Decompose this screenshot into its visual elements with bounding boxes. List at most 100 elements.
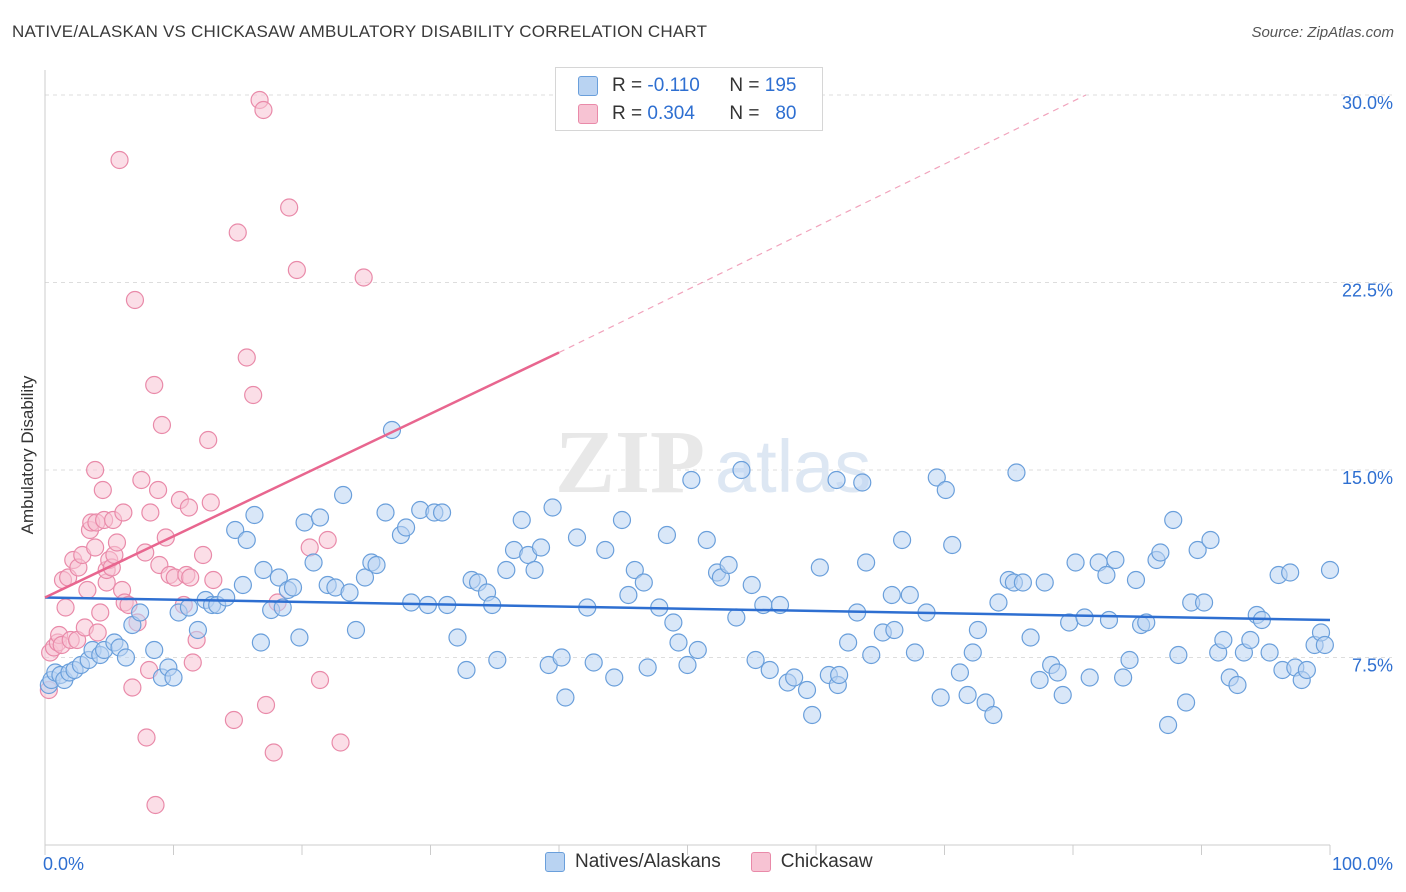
chickasaw-point xyxy=(237,348,256,367)
chickasaw-point xyxy=(88,623,107,642)
chickasaw-point xyxy=(145,375,164,395)
natives-point xyxy=(1297,660,1316,680)
natives-swatch xyxy=(578,76,598,96)
chickasaw-point xyxy=(110,150,129,170)
chickasaw-legend-swatch xyxy=(750,852,771,872)
natives-point xyxy=(682,470,701,490)
natives-point xyxy=(116,648,136,667)
natives-point xyxy=(1281,563,1300,582)
chickasaw-point xyxy=(78,580,97,600)
natives-point xyxy=(885,620,904,640)
chickasaw-point xyxy=(91,603,110,622)
natives-point xyxy=(283,578,303,597)
natives-point xyxy=(927,468,946,487)
natives-point xyxy=(1188,540,1207,560)
natives-point xyxy=(1021,628,1040,647)
natives-point xyxy=(310,508,330,527)
natives-point xyxy=(1048,663,1067,682)
chickasaw-point xyxy=(318,530,337,550)
natives-point xyxy=(943,535,962,555)
chickasaw-point xyxy=(354,268,373,287)
natives-point xyxy=(237,530,256,550)
natives-point xyxy=(1194,593,1214,612)
natives-point xyxy=(1315,635,1334,655)
chickasaw-point xyxy=(86,538,105,557)
natives-point xyxy=(830,665,849,685)
chickasaw-point xyxy=(181,568,200,587)
y-tick-label: 30.0% xyxy=(1342,93,1393,113)
chickasaw-point xyxy=(287,260,306,280)
natives-point xyxy=(497,560,516,580)
y-tick-label: 22.5% xyxy=(1342,281,1393,301)
natives-point xyxy=(732,460,751,480)
natives-point xyxy=(1120,650,1139,670)
natives-point xyxy=(984,705,1003,725)
natives-point xyxy=(1053,685,1072,705)
natives-point xyxy=(355,568,375,587)
natives-point xyxy=(697,530,716,550)
axes xyxy=(44,70,1331,855)
natives-point xyxy=(688,640,707,660)
natives-point xyxy=(295,513,314,532)
natives-point xyxy=(543,498,562,517)
watermark-zip: ZIP xyxy=(555,413,705,512)
chickasaw-point xyxy=(114,503,133,522)
natives-point xyxy=(638,658,657,677)
chickasaw-point xyxy=(183,653,202,672)
chickasaw-trend-line xyxy=(44,351,560,599)
watermark: ZIP atlas xyxy=(555,413,871,512)
x-tick-label: 100.0% xyxy=(1332,854,1393,874)
chickasaw-point xyxy=(56,598,75,617)
natives-point xyxy=(827,470,846,490)
natives-point xyxy=(1007,463,1026,482)
natives-point xyxy=(760,660,779,680)
chickasaw-r-value: 0.304 xyxy=(647,103,695,124)
series-legend: Natives/Alaskans Chickasaw xyxy=(545,851,903,873)
chickasaw-swatch xyxy=(578,104,598,124)
natives-point xyxy=(552,648,571,667)
natives-point xyxy=(605,668,624,687)
legend-item-natives: Natives/Alaskans xyxy=(545,851,721,873)
chickasaw-point xyxy=(280,198,299,217)
natives-point xyxy=(273,598,292,617)
natives-point xyxy=(188,620,208,640)
natives-point xyxy=(567,528,587,547)
natives-point xyxy=(950,663,970,682)
natives-point xyxy=(367,555,386,575)
natives-point xyxy=(936,480,955,500)
y-tick-label: 15.0% xyxy=(1342,468,1393,488)
natives-point xyxy=(862,645,881,665)
chickasaw-point xyxy=(179,498,199,517)
natives-point xyxy=(1201,530,1220,550)
natives-point xyxy=(269,568,288,587)
chickasaw-point xyxy=(300,538,319,557)
natives-point xyxy=(958,685,977,705)
natives-point xyxy=(233,575,252,595)
natives-point xyxy=(340,583,359,602)
natives-point xyxy=(1114,668,1133,687)
chickasaw-point xyxy=(148,480,168,500)
chickasaw-n-value: 80 xyxy=(775,103,797,124)
natives-point xyxy=(1126,570,1146,590)
natives-point xyxy=(1241,630,1260,650)
natives-point xyxy=(1137,613,1156,632)
natives-point xyxy=(346,620,366,640)
natives-point xyxy=(810,558,829,577)
natives-point xyxy=(448,628,467,647)
natives-point xyxy=(1260,643,1279,662)
natives-point xyxy=(989,593,1008,612)
gridlines xyxy=(45,94,1392,658)
chickasaw-point xyxy=(141,503,160,522)
natives-point xyxy=(1030,670,1049,690)
natives-point xyxy=(145,640,164,660)
natives-point xyxy=(678,655,697,675)
natives-point xyxy=(254,560,273,580)
natives-trend-line xyxy=(44,596,1331,622)
natives-point xyxy=(1164,510,1183,530)
chickasaw-legend-label: Chickasaw xyxy=(780,851,873,872)
natives-n-value: 195 xyxy=(764,75,797,96)
source-credit: Source: ZipAtlas.com xyxy=(1251,24,1394,41)
chickasaw-point xyxy=(331,733,350,752)
chickasaw-point xyxy=(123,678,142,697)
natives-point xyxy=(130,603,150,622)
